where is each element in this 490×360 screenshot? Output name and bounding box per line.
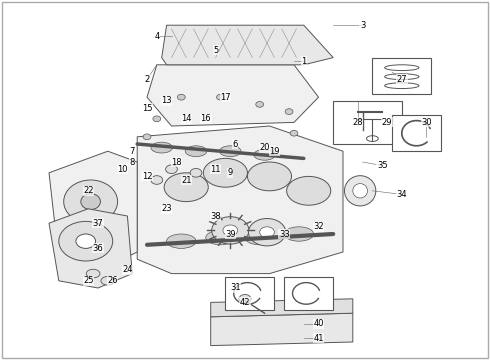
Text: 24: 24 bbox=[122, 266, 133, 275]
Ellipse shape bbox=[287, 176, 331, 205]
Ellipse shape bbox=[353, 184, 368, 198]
Text: 40: 40 bbox=[313, 320, 324, 328]
Ellipse shape bbox=[248, 219, 286, 246]
Text: 27: 27 bbox=[396, 75, 407, 84]
Ellipse shape bbox=[143, 134, 151, 140]
Ellipse shape bbox=[190, 168, 202, 177]
Text: 28: 28 bbox=[352, 118, 363, 127]
Ellipse shape bbox=[260, 227, 274, 238]
Text: 19: 19 bbox=[269, 147, 280, 156]
FancyBboxPatch shape bbox=[372, 58, 431, 94]
Ellipse shape bbox=[166, 165, 177, 174]
Ellipse shape bbox=[185, 146, 207, 157]
Text: 32: 32 bbox=[313, 222, 324, 231]
Ellipse shape bbox=[76, 234, 96, 248]
Ellipse shape bbox=[81, 194, 100, 210]
Text: 22: 22 bbox=[83, 186, 94, 195]
Ellipse shape bbox=[151, 176, 163, 184]
Text: 36: 36 bbox=[93, 244, 103, 253]
Ellipse shape bbox=[290, 130, 298, 136]
Text: 38: 38 bbox=[210, 212, 221, 220]
Text: 21: 21 bbox=[181, 176, 192, 185]
Ellipse shape bbox=[64, 180, 118, 223]
Ellipse shape bbox=[284, 227, 314, 241]
Ellipse shape bbox=[86, 269, 100, 278]
Text: 1: 1 bbox=[301, 57, 306, 66]
Ellipse shape bbox=[247, 162, 292, 191]
Text: 23: 23 bbox=[161, 204, 172, 213]
Ellipse shape bbox=[344, 176, 376, 206]
Text: 29: 29 bbox=[382, 118, 392, 127]
Ellipse shape bbox=[203, 158, 247, 187]
Ellipse shape bbox=[245, 230, 274, 245]
Polygon shape bbox=[162, 25, 333, 65]
Text: 2: 2 bbox=[145, 75, 149, 84]
Text: 35: 35 bbox=[377, 161, 388, 170]
Text: 12: 12 bbox=[142, 172, 152, 181]
Text: 26: 26 bbox=[107, 276, 118, 285]
Ellipse shape bbox=[206, 230, 235, 245]
Ellipse shape bbox=[285, 109, 293, 114]
Text: 4: 4 bbox=[154, 32, 159, 41]
Ellipse shape bbox=[167, 234, 196, 248]
Text: 9: 9 bbox=[228, 168, 233, 177]
Ellipse shape bbox=[254, 149, 275, 160]
Ellipse shape bbox=[59, 221, 113, 261]
Text: 6: 6 bbox=[233, 140, 238, 149]
Ellipse shape bbox=[151, 142, 172, 153]
Text: 30: 30 bbox=[421, 118, 432, 127]
Text: 41: 41 bbox=[313, 334, 324, 343]
Text: 37: 37 bbox=[93, 219, 103, 228]
Text: 31: 31 bbox=[230, 284, 241, 292]
Text: 16: 16 bbox=[200, 114, 211, 123]
Text: 20: 20 bbox=[259, 143, 270, 152]
Polygon shape bbox=[147, 65, 318, 126]
Polygon shape bbox=[49, 209, 132, 288]
Text: 7: 7 bbox=[130, 147, 135, 156]
Ellipse shape bbox=[101, 276, 115, 285]
FancyBboxPatch shape bbox=[392, 115, 441, 151]
Text: 11: 11 bbox=[210, 165, 221, 174]
Ellipse shape bbox=[177, 94, 185, 100]
Ellipse shape bbox=[239, 294, 251, 303]
Text: 14: 14 bbox=[181, 114, 192, 123]
Ellipse shape bbox=[217, 94, 224, 100]
Text: 13: 13 bbox=[161, 96, 172, 105]
FancyBboxPatch shape bbox=[225, 277, 274, 310]
FancyBboxPatch shape bbox=[284, 277, 333, 310]
Polygon shape bbox=[137, 126, 343, 274]
Text: 42: 42 bbox=[240, 298, 250, 307]
Ellipse shape bbox=[256, 102, 264, 107]
Text: 25: 25 bbox=[83, 276, 94, 285]
Text: 34: 34 bbox=[396, 190, 407, 199]
Text: 33: 33 bbox=[279, 230, 290, 239]
Text: 3: 3 bbox=[360, 21, 365, 30]
Text: 5: 5 bbox=[213, 46, 218, 55]
Text: 18: 18 bbox=[171, 158, 182, 166]
Text: 8: 8 bbox=[130, 158, 135, 166]
Polygon shape bbox=[211, 313, 353, 346]
Text: 10: 10 bbox=[117, 165, 128, 174]
Text: 39: 39 bbox=[225, 230, 236, 239]
Ellipse shape bbox=[220, 146, 241, 157]
Polygon shape bbox=[211, 299, 353, 317]
Ellipse shape bbox=[223, 225, 238, 236]
Ellipse shape bbox=[212, 217, 249, 244]
Text: 17: 17 bbox=[220, 93, 231, 102]
Ellipse shape bbox=[164, 173, 208, 202]
Ellipse shape bbox=[153, 116, 161, 122]
Text: 15: 15 bbox=[142, 104, 152, 113]
FancyBboxPatch shape bbox=[333, 101, 402, 144]
Polygon shape bbox=[49, 151, 137, 266]
